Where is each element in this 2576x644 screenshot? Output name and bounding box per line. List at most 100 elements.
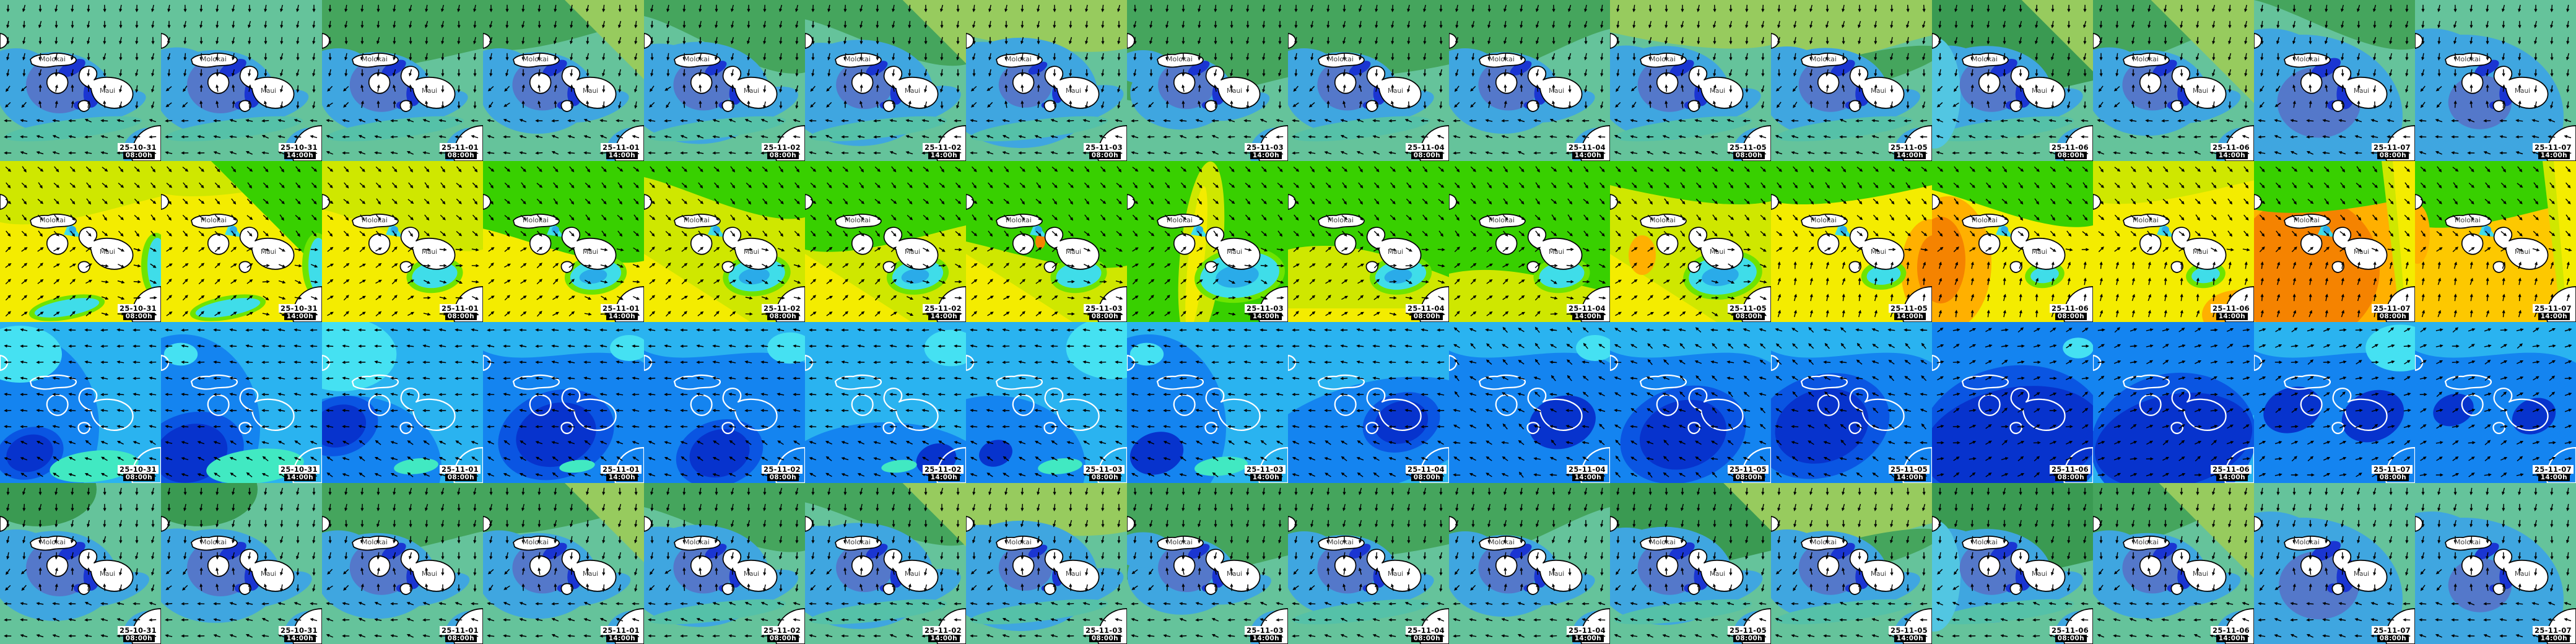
forecast-tile-r4c7[interactable]: Molokai Maui 25-11-03 08:00h [966, 483, 1127, 644]
tile-date: 25-11-03 [1084, 304, 1125, 313]
forecast-tile-r4c14[interactable]: Molokai Maui 25-11-06 14:00h [2093, 483, 2254, 644]
forecast-tile-r4c4[interactable]: Molokai Maui 25-11-01 14:00h [483, 483, 644, 644]
forecast-tile-r3c15[interactable]: 25-11-07 08:00h [2254, 322, 2415, 483]
wind-arrows [1293, 166, 1445, 317]
map-graphic [1610, 161, 1771, 322]
map-graphic [161, 161, 322, 322]
map-graphic [1449, 483, 1610, 644]
forecast-tile-r4c3[interactable]: Molokai Maui 25-11-01 08:00h [322, 483, 483, 644]
map-graphic [2093, 0, 2254, 161]
tile-date: 25-11-05 [1889, 304, 1930, 313]
forecast-tile-r2c3[interactable]: Molokai Maui 25-11-01 08:00h [322, 161, 483, 322]
tile-date: 25-10-31 [279, 465, 320, 474]
forecast-tile-r3c2[interactable]: 25-10-31 14:00h [161, 322, 322, 483]
forecast-tile-r1c5[interactable]: Molokai Maui 25-11-02 08:00h [644, 0, 805, 161]
map-graphic [322, 161, 483, 322]
forecast-tile-r4c16[interactable]: Molokai Maui 25-11-07 14:00h [2415, 483, 2576, 644]
tile-date: 25-11-06 [2211, 143, 2252, 152]
map-graphic [1127, 483, 1288, 644]
forecast-tile-r3c3[interactable]: 25-11-01 08:00h [322, 322, 483, 483]
wind-arrows [1292, 328, 1445, 477]
forecast-tile-r4c12[interactable]: Molokai Maui 25-11-05 14:00h [1771, 483, 1932, 644]
forecast-tile-r2c2[interactable]: Molokai Maui 25-10-31 14:00h [161, 161, 322, 322]
forecast-tile-r3c11[interactable]: 25-11-05 08:00h [1610, 322, 1771, 483]
wind-arrows [327, 166, 479, 317]
wind-arrows [2420, 166, 2572, 318]
forecast-tile-r2c6[interactable]: Molokai Maui 25-11-02 14:00h [805, 161, 966, 322]
forecast-tile-r1c4[interactable]: Molokai Maui 25-11-01 14:00h [483, 0, 644, 161]
forecast-tile-r3c7[interactable]: 25-11-03 08:00h [966, 322, 1127, 483]
forecast-tile-r1c10[interactable]: Molokai Maui 25-11-04 14:00h [1449, 0, 1610, 161]
forecast-tile-r1c11[interactable]: Molokai Maui 25-11-05 08:00h [1610, 0, 1771, 161]
forecast-tile-r1c2[interactable]: Molokai Maui 25-10-31 14:00h [161, 0, 322, 161]
forecast-tile-r4c1[interactable]: Molokai Maui 25-10-31 08:00h [0, 483, 161, 644]
wind-arrows [1936, 4, 2089, 155]
forecast-tile-r1c8[interactable]: Molokai Maui 25-11-03 14:00h [1127, 0, 1288, 161]
forecast-tile-r2c11[interactable]: Molokai Maui 25-11-05 08:00h [1610, 161, 1771, 322]
forecast-tile-r4c13[interactable]: Molokai Maui 25-11-06 08:00h [1932, 483, 2093, 644]
forecast-tile-r3c14[interactable]: 25-11-06 14:00h [2093, 322, 2254, 483]
forecast-tile-r1c3[interactable]: Molokai Maui 25-11-01 08:00h [322, 0, 483, 161]
forecast-tile-r1c6[interactable]: Molokai Maui 25-11-02 14:00h [805, 0, 966, 161]
forecast-tile-r4c6[interactable]: Molokai Maui 25-11-02 14:00h [805, 483, 966, 644]
tile-time: 08:00h [2377, 474, 2409, 481]
forecast-tile-r2c4[interactable]: Molokai Maui 25-11-01 14:00h [483, 161, 644, 322]
tile-date: 25-11-06 [2050, 143, 2091, 152]
forecast-tile-r1c16[interactable]: Molokai Maui 25-11-07 14:00h [2415, 0, 2576, 161]
forecast-tile-r2c12[interactable]: Molokai Maui 25-11-05 14:00h [1771, 161, 1932, 322]
tile-time: 14:00h [1894, 635, 1926, 642]
forecast-tile-r1c15[interactable]: Molokai Maui 25-11-07 08:00h [2254, 0, 2415, 161]
forecast-tile-r2c5[interactable]: Molokai Maui 25-11-02 08:00h [644, 161, 805, 322]
forecast-tile-r2c13[interactable]: Molokai Maui 25-11-06 08:00h [1932, 161, 2093, 322]
forecast-tile-r2c1[interactable]: Molokai Maui 25-10-31 08:00h [0, 161, 161, 322]
wind-arrows [488, 166, 640, 317]
forecast-tile-r4c5[interactable]: Molokai Maui 25-11-02 08:00h [644, 483, 805, 644]
forecast-tile-r1c9[interactable]: Molokai Maui 25-11-04 08:00h [1288, 0, 1449, 161]
forecast-tile-r3c1[interactable]: 25-10-31 08:00h [0, 322, 161, 483]
forecast-tile-r2c15[interactable]: Molokai Maui 25-11-07 08:00h [2254, 161, 2415, 322]
forecast-tile-r2c9[interactable]: Molokai Maui 25-11-04 08:00h [1288, 161, 1449, 322]
forecast-tile-r2c8[interactable]: Molokai Maui 25-11-03 14:00h [1127, 161, 1288, 322]
tile-date: 25-11-06 [2211, 626, 2252, 635]
forecast-tile-r1c13[interactable]: Molokai Maui 25-11-06 08:00h [1932, 0, 2093, 161]
forecast-tile-r3c4[interactable]: 25-11-01 14:00h [483, 322, 644, 483]
wind-arrows [2419, 4, 2572, 155]
forecast-tile-r3c16[interactable]: 25-11-07 14:00h [2415, 322, 2576, 483]
wind-arrows [326, 487, 479, 638]
map-graphic [1288, 322, 1449, 483]
forecast-tile-r1c1[interactable]: Molokai Maui 25-10-31 08:00h [0, 0, 161, 161]
forecast-tile-r3c9[interactable]: 25-11-04 08:00h [1288, 322, 1449, 483]
forecast-tile-r2c10[interactable]: Molokai Maui 25-11-04 14:00h [1449, 161, 1610, 322]
forecast-tile-r1c12[interactable]: Molokai Maui 25-11-05 14:00h [1771, 0, 1932, 161]
forecast-tile-r1c14[interactable]: Molokai Maui 25-11-06 14:00h [2093, 0, 2254, 161]
forecast-tile-r2c16[interactable]: Molokai Maui 25-11-07 14:00h [2415, 161, 2576, 322]
forecast-tile-r1c7[interactable]: Molokai Maui 25-11-03 08:00h [966, 0, 1127, 161]
island-shapes [1771, 194, 1932, 322]
wind-arrows [1131, 487, 1284, 638]
forecast-tile-r4c15[interactable]: Molokai Maui 25-11-07 08:00h [2254, 483, 2415, 644]
wind-arrows [1775, 4, 1928, 155]
forecast-tile-r2c14[interactable]: Molokai Maui 25-11-06 14:00h [2093, 161, 2254, 322]
forecast-tile-r2c7[interactable]: Molokai Maui 25-11-03 08:00h [966, 161, 1127, 322]
island-shapes [483, 194, 644, 322]
forecast-tile-r3c8[interactable]: 25-11-03 14:00h [1127, 322, 1288, 483]
forecast-tile-r3c6[interactable]: 25-11-02 14:00h [805, 322, 966, 483]
map-graphic [2254, 322, 2415, 483]
island-outlines [1449, 354, 1610, 483]
forecast-tile-r4c8[interactable]: Molokai Maui 25-11-03 14:00h [1127, 483, 1288, 644]
map-graphic [644, 161, 805, 322]
forecast-tile-r4c2[interactable]: Molokai Maui 25-10-31 14:00h [161, 483, 322, 644]
tile-time: 14:00h [284, 313, 316, 320]
island-outlines [161, 354, 322, 483]
map-graphic [0, 483, 161, 644]
forecast-tile-r3c12[interactable]: 25-11-05 14:00h [1771, 322, 1932, 483]
forecast-tile-r4c11[interactable]: Molokai Maui 25-11-05 08:00h [1610, 483, 1771, 644]
forecast-tile-r3c5[interactable]: 25-11-02 08:00h [644, 322, 805, 483]
forecast-tile-r4c9[interactable]: Molokai Maui 25-11-04 08:00h [1288, 483, 1449, 644]
wind-arrows [809, 487, 962, 638]
forecast-tile-r4c10[interactable]: Molokai Maui 25-11-04 14:00h [1449, 483, 1610, 644]
forecast-tile-r3c13[interactable]: 25-11-06 08:00h [1932, 322, 2093, 483]
forecast-tile-r3c10[interactable]: 25-11-04 14:00h [1449, 322, 1610, 483]
tile-time: 08:00h [1411, 313, 1443, 320]
tile-date: 25-11-05 [1728, 626, 1769, 635]
